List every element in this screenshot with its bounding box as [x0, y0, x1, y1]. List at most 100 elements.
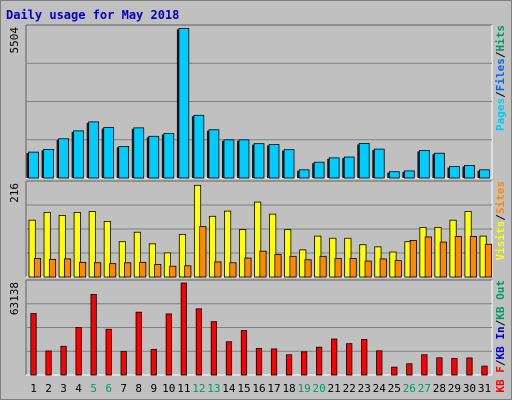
- legend-item-top-2: Files: [494, 58, 507, 91]
- legend-item-bot-3: /: [494, 319, 507, 326]
- bar-bot-21: [331, 338, 338, 376]
- bar-mid-sites-28: [439, 241, 447, 278]
- x-tick-label-30: 30: [463, 382, 476, 395]
- bar-mid-visits-17: [269, 213, 277, 278]
- bar-top-17: [268, 144, 280, 179]
- bar-bot-11: [180, 282, 187, 376]
- x-tick-label-22: 22: [343, 382, 356, 395]
- bar-mid-sites-23: [364, 260, 372, 278]
- bar-mid-visits-4: [73, 212, 81, 278]
- bar-top-22: [343, 156, 355, 179]
- bar-top-25: [388, 171, 400, 179]
- bar-top-6: [103, 127, 115, 179]
- bar-mid-visits-5: [88, 211, 96, 278]
- bar-top-13: [208, 129, 220, 179]
- bar-mid-sites-30: [469, 236, 477, 278]
- ymax-label-top: 5504: [8, 27, 21, 54]
- bar-bot-29: [451, 357, 458, 376]
- x-tick-label-24: 24: [373, 382, 387, 395]
- bar-top-10: [163, 133, 175, 179]
- legend-top: Pages/Files/Hits: [494, 25, 507, 131]
- bar-mid-visits-22: [344, 237, 352, 278]
- bar-top-24: [373, 148, 385, 179]
- x-tick-label-4: 4: [75, 382, 82, 395]
- bar-mid-sites-16: [259, 250, 267, 278]
- x-tick-label-19: 19: [297, 382, 310, 395]
- bar-mid-sites-22: [349, 258, 357, 278]
- bar-top-3: [58, 138, 69, 179]
- bar-top-7: [118, 145, 130, 179]
- legend-item-mid-2: Sites: [494, 181, 507, 214]
- bar-top-21: [328, 157, 340, 179]
- bar-mid-sites-13: [214, 261, 222, 278]
- bar-mid-sites-2: [48, 258, 57, 278]
- x-tick-label-25: 25: [388, 382, 401, 395]
- bar-top-31: [479, 169, 490, 179]
- x-tick-label-8: 8: [135, 382, 142, 395]
- bar-bot-24: [376, 350, 383, 376]
- bar-top-23: [358, 142, 370, 179]
- bar-mid-visits-7: [118, 241, 126, 278]
- bar-mid-sites-27: [424, 236, 432, 278]
- x-tick-label-26: 26: [403, 382, 416, 395]
- bar-mid-sites-4: [79, 261, 87, 278]
- bar-top-12: [193, 114, 205, 179]
- bar-bot-19: [300, 351, 308, 376]
- bar-top-20: [313, 161, 325, 179]
- legend-item-top-3: /: [494, 51, 507, 58]
- bar-mid-visits-8: [133, 231, 141, 278]
- bar-mid-sites-21: [334, 258, 342, 278]
- bar-mid-sites-20: [319, 255, 327, 278]
- bar-bot-6: [105, 328, 112, 376]
- legend-item-top-1: /: [494, 91, 507, 98]
- x-tick-label-29: 29: [448, 382, 461, 395]
- x-tick-label-21: 21: [328, 382, 341, 395]
- bar-mid-sites-11: [184, 265, 192, 278]
- bar-mid-sites-29: [454, 236, 462, 278]
- bar-bot-20: [316, 346, 323, 376]
- bar-bot-27: [421, 354, 428, 376]
- bar-mid-sites-3: [63, 258, 72, 278]
- bar-mid-sites-19: [304, 259, 312, 278]
- x-tick-label-23: 23: [358, 382, 371, 395]
- bar-mid-visits-2: [43, 212, 51, 278]
- x-tick-label-2: 2: [45, 382, 52, 395]
- bar-mid-visits-18: [284, 229, 292, 278]
- bar-mid-visits-3: [58, 215, 66, 278]
- bar-top-8: [133, 127, 145, 179]
- bar-bot-8: [135, 311, 142, 376]
- legend-item-top-4: Hits: [494, 25, 507, 52]
- bar-top-4: [73, 130, 84, 179]
- bar-bot-14: [225, 341, 233, 376]
- x-tick-label-14: 14: [222, 382, 236, 395]
- bar-mid-sites-25: [394, 260, 402, 278]
- bar-bot-16: [255, 347, 263, 376]
- bar-mid-sites-15: [244, 257, 252, 278]
- x-tick-label-10: 10: [162, 382, 175, 395]
- bar-mid-sites-12: [199, 226, 207, 278]
- bar-bot-1: [30, 313, 37, 376]
- x-tick-label-5: 5: [90, 382, 97, 395]
- bar-mid-visits-13: [208, 215, 217, 278]
- bar-bot-3: [60, 345, 67, 376]
- bar-top-1: [28, 151, 39, 179]
- bar-top-26: [403, 170, 415, 179]
- bar-mid-visits-16: [254, 201, 262, 278]
- legend-item-bot-1: /: [494, 359, 507, 366]
- chart-title: Daily usage for May 2018: [6, 8, 179, 22]
- x-tick-label-15: 15: [237, 382, 250, 395]
- legend-mid: Visits/Sites: [494, 181, 507, 261]
- bar-top-9: [148, 135, 160, 179]
- bar-bot-9: [150, 348, 157, 376]
- bar-top-11: [178, 27, 190, 179]
- bar-top-2: [43, 148, 54, 179]
- bar-bot-2: [45, 350, 52, 376]
- bar-top-28: [434, 152, 445, 179]
- bar-top-16: [253, 143, 265, 179]
- bar-top-14: [223, 139, 235, 179]
- bar-mid-sites-26: [409, 240, 417, 278]
- bar-bot-30: [466, 357, 473, 376]
- legend-item-mid-1: /: [494, 214, 507, 221]
- legend-item-bot-4: KB Out: [494, 280, 507, 320]
